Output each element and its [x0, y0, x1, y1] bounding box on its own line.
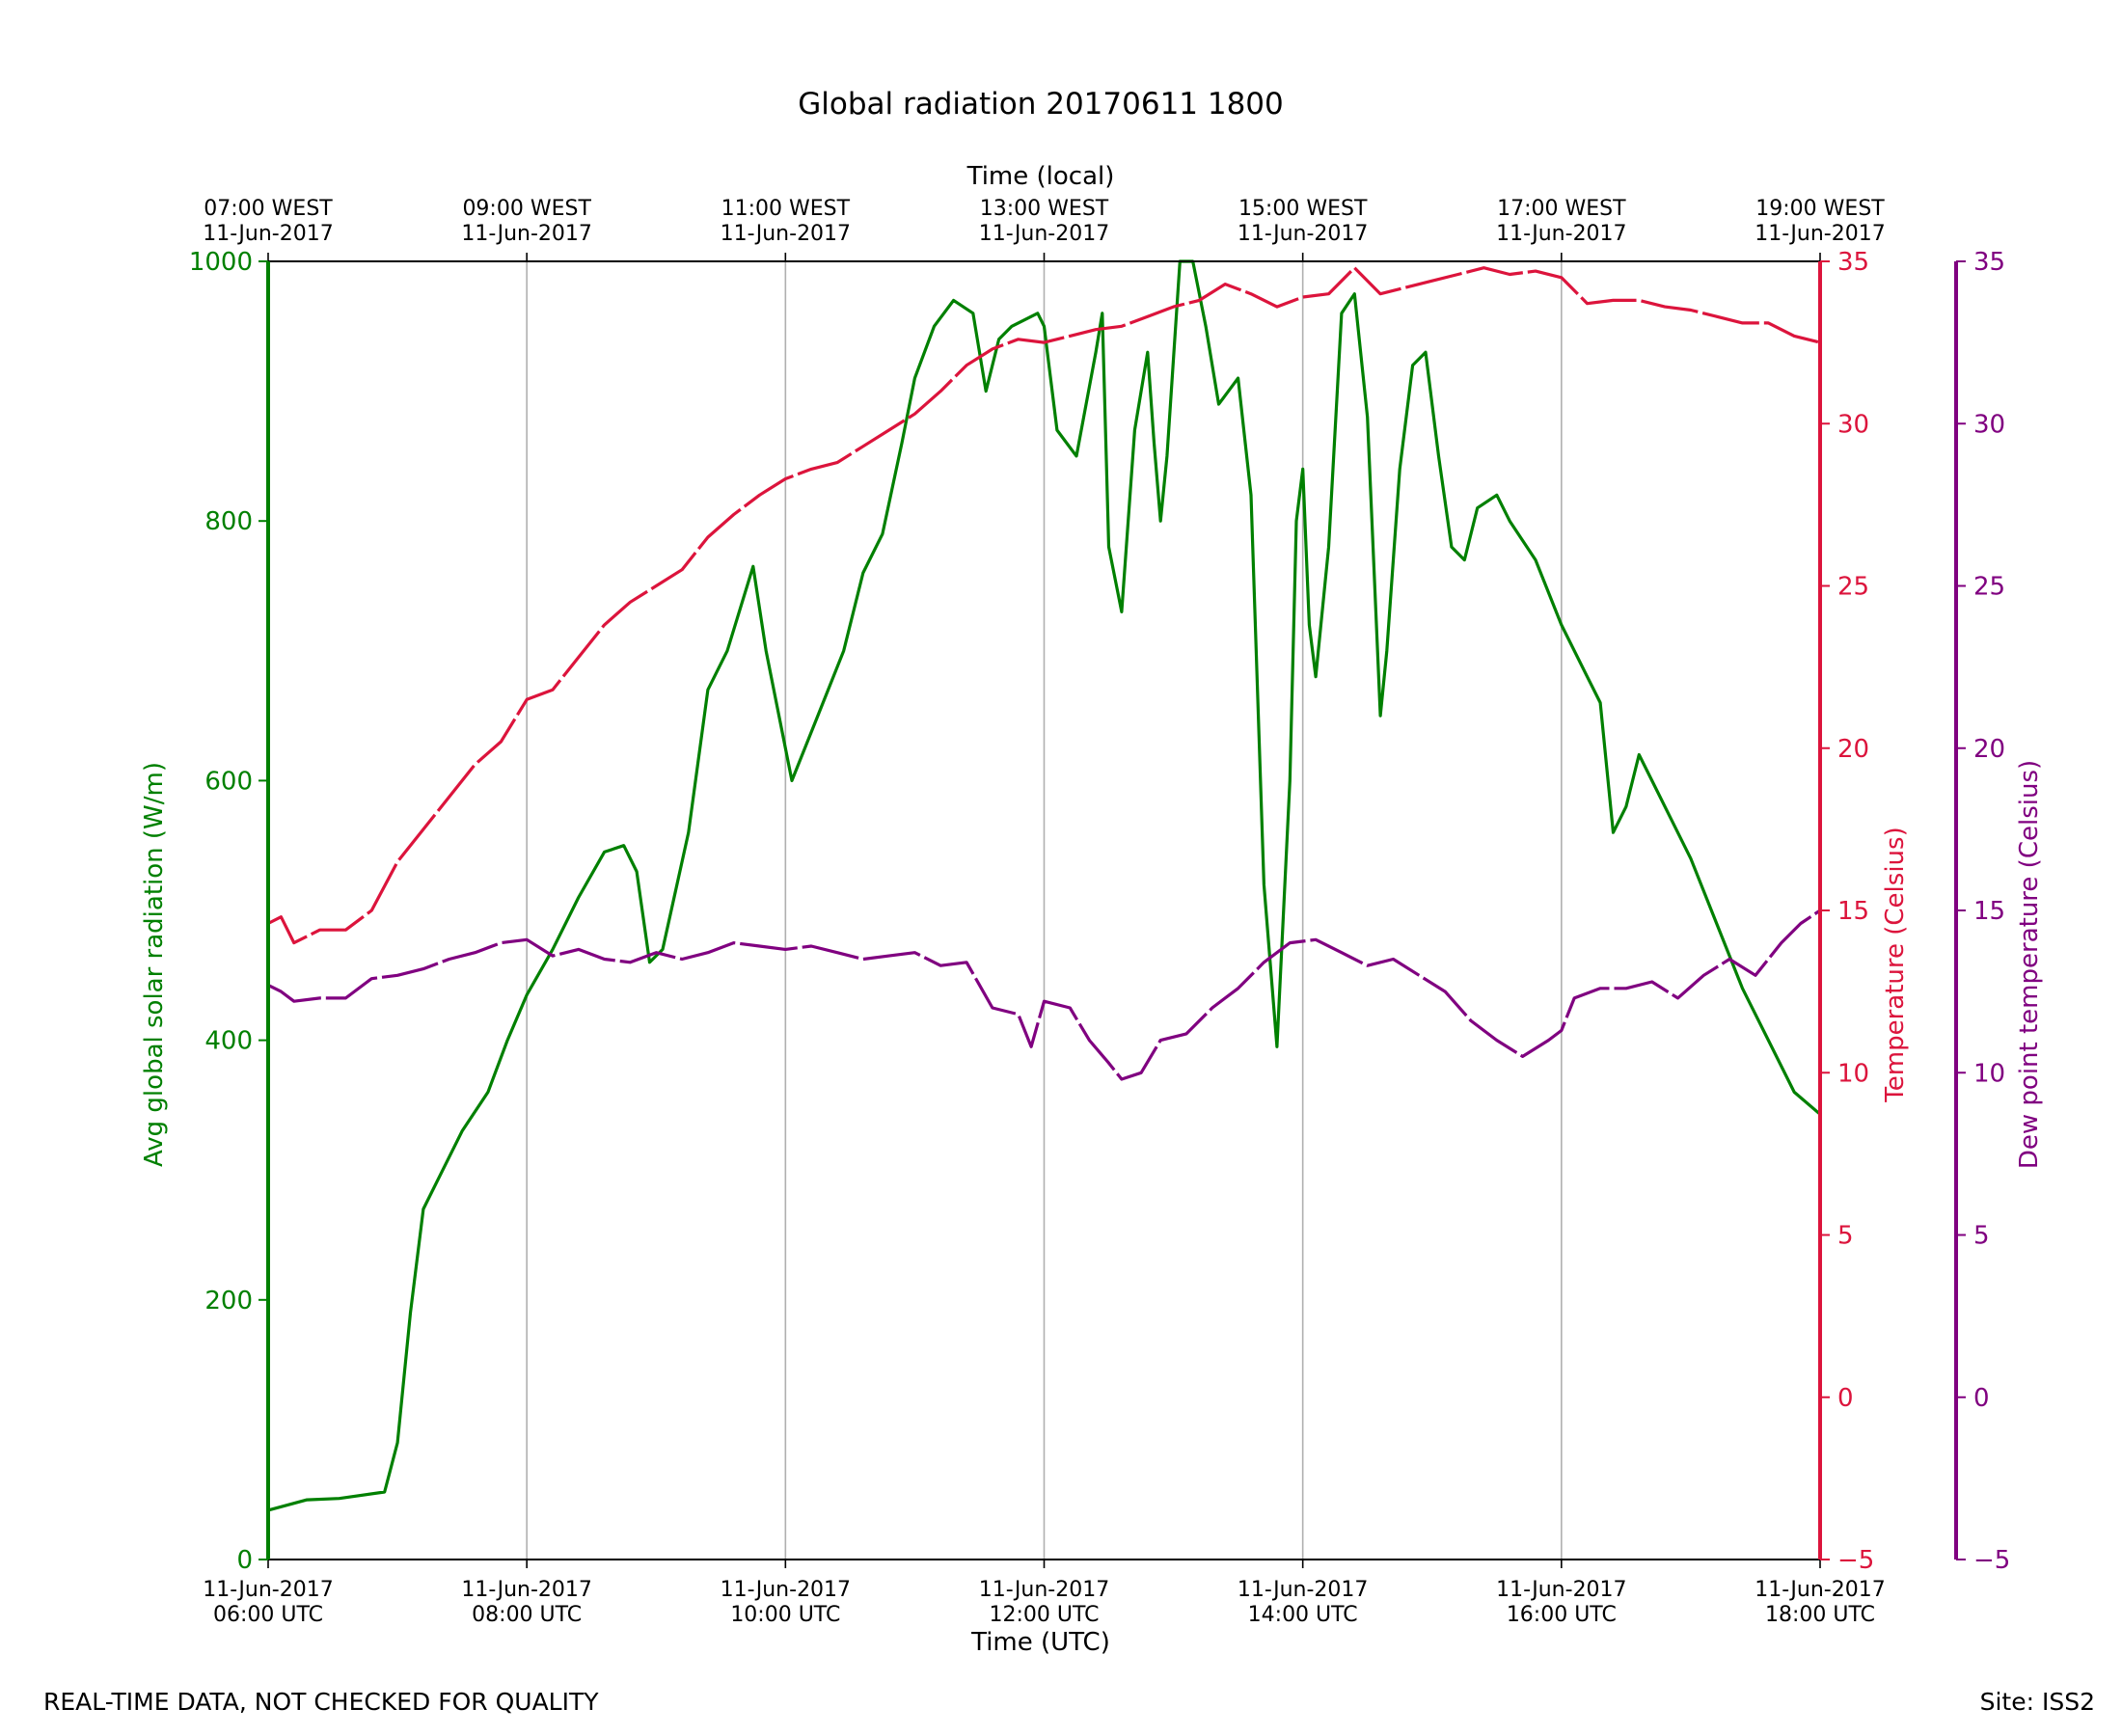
x-tick-label: 12:00 UTC [989, 1603, 1099, 1627]
quality-disclaimer: REAL-TIME DATA, NOT CHECKED FOR QUALITY [43, 1688, 599, 1716]
top-tick-label: 11-Jun-2017 [1496, 222, 1626, 246]
site-label: Site: ISS2 [1979, 1688, 2095, 1716]
y-tick-label-temperature: 20 [1837, 735, 1869, 764]
y-tick-label-dewpoint: 30 [1973, 410, 2005, 439]
top-tick-label: 11-Jun-2017 [461, 222, 591, 246]
x-tick-label: 16:00 UTC [1507, 1603, 1617, 1627]
top-axis-label: Time (local) [966, 162, 1115, 191]
top-tick-label: 11-Jun-2017 [1238, 222, 1368, 246]
y-tick-label-dewpoint: 5 [1973, 1222, 1990, 1251]
x-tick-label: 11-Jun-2017 [1496, 1578, 1626, 1602]
x-tick-label: 14:00 UTC [1248, 1603, 1358, 1627]
top-tick-label: 11:00 WEST [721, 197, 851, 221]
y-tick-label-temperature: 15 [1837, 897, 1869, 926]
series-line-temperature [267, 266, 1821, 945]
top-tick-label: 11-Jun-2017 [203, 222, 333, 246]
y-axis-label-dewpoint: Dew point temperature (Celsius) [2015, 760, 2044, 1169]
top-tick-label: 09:00 WEST [462, 197, 591, 221]
top-tick-label: 19:00 WEST [1755, 197, 1885, 221]
x-tick-label: 18:00 UTC [1765, 1603, 1875, 1627]
y-tick-label-dewpoint: 35 [1973, 248, 2005, 277]
top-tick-label: 17:00 WEST [1497, 197, 1626, 221]
y-tick-label-dewpoint: 20 [1973, 735, 2005, 764]
y-tick-label-dewpoint: 10 [1973, 1059, 2005, 1088]
gridlines [526, 261, 1563, 1560]
chart-title: Global radiation 20170611 1800 [798, 87, 1284, 122]
y-tick-label-radiation: 600 [204, 767, 253, 796]
top-tick-label: 11-Jun-2017 [1755, 222, 1885, 246]
x-tick-label: 11-Jun-2017 [203, 1578, 333, 1602]
top-tick-label: 07:00 WEST [204, 197, 333, 221]
x-tick-label: 10:00 UTC [730, 1603, 840, 1627]
y-tick-label-temperature: −5 [1837, 1546, 1874, 1575]
y-tick-label-temperature: 5 [1837, 1222, 1854, 1251]
top-tick-label: 13:00 WEST [980, 197, 1109, 221]
x-tick-label: 11-Jun-2017 [721, 1578, 851, 1602]
x-axis-label: Time (UTC) [970, 1628, 1110, 1657]
x-tick-label: 06:00 UTC [213, 1603, 323, 1627]
y-tick-label-radiation: 200 [204, 1287, 253, 1316]
y-tick-label-temperature: 0 [1837, 1384, 1854, 1413]
top-tick-label: 11-Jun-2017 [979, 222, 1109, 246]
y-tick-label-radiation: 800 [204, 507, 253, 536]
y-tick-label-temperature: 35 [1837, 248, 1869, 277]
top-tick-label: 15:00 WEST [1238, 197, 1368, 221]
plot-series [267, 259, 1822, 1512]
y-tick-label-temperature: 10 [1837, 1059, 1869, 1088]
y-tick-label-dewpoint: 0 [1973, 1384, 1990, 1413]
y-tick-label-dewpoint: 15 [1973, 897, 2005, 926]
series-line-dewpoint [267, 909, 1821, 1081]
series-line-radiation [267, 259, 1822, 1512]
y-axis-label-temperature: Temperature (Celsius) [1881, 827, 1910, 1102]
x-tick-label: 11-Jun-2017 [461, 1578, 591, 1602]
y-axis-label-radiation: Avg global solar radiation (W/m) [140, 762, 169, 1167]
y-tick-label-temperature: 30 [1837, 410, 1869, 439]
x-tick-label: 11-Jun-2017 [1238, 1578, 1368, 1602]
y-tick-label-radiation: 400 [204, 1027, 253, 1056]
y-tick-label-radiation: 1000 [189, 248, 253, 277]
y-tick-label-radiation: 0 [236, 1546, 253, 1575]
y-tick-label-dewpoint: 25 [1973, 573, 2005, 602]
x-tick-label: 11-Jun-2017 [979, 1578, 1109, 1602]
y-tick-label-temperature: 25 [1837, 573, 1869, 602]
y-tick-label-dewpoint: −5 [1973, 1546, 2010, 1575]
top-tick-label: 11-Jun-2017 [721, 222, 851, 246]
x-tick-label: 08:00 UTC [472, 1603, 582, 1627]
x-tick-label: 11-Jun-2017 [1755, 1578, 1885, 1602]
